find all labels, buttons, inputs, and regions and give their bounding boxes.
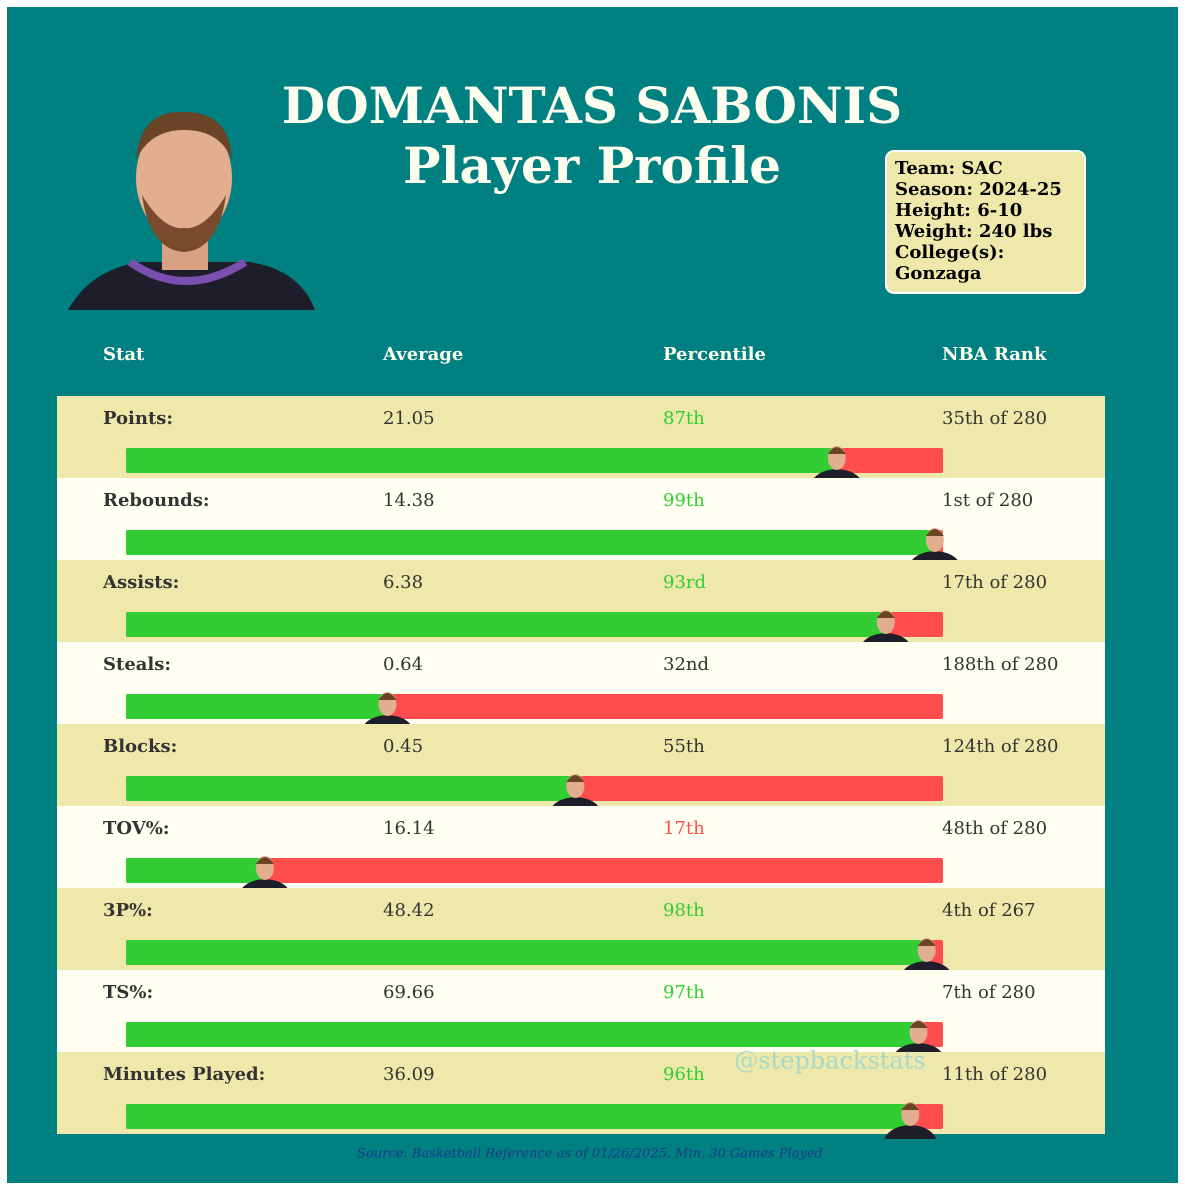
- stat-percentile: 55th: [663, 736, 705, 757]
- stat-table: Stat Average Percentile NBA Rank Points: 21.0…: [57, 344, 1105, 1139]
- stat-percentile: 99th: [663, 490, 705, 511]
- stat-rank: 11th of 280: [942, 1064, 1047, 1085]
- stat-rank: 4th of 267: [942, 900, 1036, 921]
- stat-average: 36.09: [383, 1064, 435, 1085]
- bar-percentile: [126, 612, 886, 637]
- bar-percentile: [126, 694, 388, 719]
- marker-hair: [925, 529, 944, 536]
- stat-name: Blocks:: [103, 736, 177, 757]
- stat-average: 16.14: [383, 818, 435, 839]
- bar-percentile: [126, 940, 927, 965]
- stat-percentile: 87th: [663, 408, 705, 429]
- marker-hair: [909, 1021, 928, 1028]
- stat-name: 3P%:: [103, 900, 153, 921]
- stat-average: 14.38: [383, 490, 435, 511]
- title: DOMANTAS SABONIS: [282, 76, 902, 135]
- bar-percentile: [126, 1022, 919, 1047]
- stat-percentile: 32nd: [663, 654, 709, 675]
- player-photo: [68, 111, 315, 310]
- stat-percentile: 97th: [663, 982, 705, 1003]
- bar-percentile: [126, 448, 837, 473]
- stat-average: 48.42: [383, 900, 435, 921]
- bar-percentile: [126, 1104, 911, 1129]
- marker-hair: [378, 693, 397, 700]
- stat-average: 0.64: [383, 654, 423, 675]
- player-marker: [884, 1102, 937, 1139]
- stat-name: Minutes Played:: [103, 1064, 265, 1085]
- stat-percentile: 17th: [663, 818, 705, 839]
- stat-rank: 17th of 280: [942, 572, 1047, 593]
- info-line: Season: 2024-25: [895, 179, 1062, 200]
- stat-percentile: 96th: [663, 1064, 705, 1085]
- stat-percentile: 98th: [663, 900, 705, 921]
- stat-name: TS%:: [103, 982, 153, 1003]
- stat-name: TOV%:: [103, 818, 169, 839]
- marker-body: [884, 1125, 937, 1139]
- stat-rank: 188th of 280: [942, 654, 1058, 675]
- stat-rank: 124th of 280: [942, 736, 1058, 757]
- info-line: Weight: 240 lbs: [894, 221, 1052, 242]
- marker-hair: [901, 1103, 920, 1110]
- stat-average: 0.45: [383, 736, 423, 757]
- info-line: Team: SAC: [895, 158, 1003, 179]
- stat-percentile: 93rd: [663, 572, 706, 593]
- bar-remainder: [126, 858, 943, 883]
- marker-hair: [917, 939, 936, 946]
- marker-hair: [827, 447, 846, 454]
- source-note: Source: Basketball Reference as of 01/26…: [357, 1147, 823, 1162]
- stat-rank: 1st of 280: [942, 490, 1033, 511]
- stat-rank: 35th of 280: [942, 408, 1047, 429]
- column-header: Stat: [103, 344, 145, 365]
- watermark: @stepbackstats: [734, 1047, 925, 1075]
- stat-average: 21.05: [383, 408, 435, 429]
- info-box: [885, 150, 1086, 294]
- subtitle: Player Profile: [403, 136, 781, 195]
- stat-name: Points:: [103, 408, 173, 429]
- column-header: NBA Rank: [942, 344, 1047, 365]
- bar-percentile: [126, 776, 576, 801]
- stat-rank: 7th of 280: [942, 982, 1036, 1003]
- column-header: Average: [382, 344, 463, 365]
- stat-name: Assists:: [102, 572, 179, 593]
- marker-hair: [566, 775, 585, 782]
- bar-percentile: [126, 858, 265, 883]
- info-line: Gonzaga: [895, 263, 982, 284]
- bar-percentile: [126, 530, 935, 555]
- info-line: Height: 6-10: [895, 200, 1022, 221]
- marker-hair: [876, 611, 895, 618]
- stat-rank: 48th of 280: [942, 818, 1047, 839]
- column-header: Percentile: [663, 344, 766, 365]
- stat-average: 69.66: [383, 982, 435, 1003]
- stat-name: Rebounds:: [103, 490, 210, 511]
- marker-hair: [255, 857, 274, 864]
- info-line: College(s):: [895, 242, 1004, 263]
- stat-name: Steals:: [103, 654, 171, 675]
- stat-average: 6.38: [383, 572, 423, 593]
